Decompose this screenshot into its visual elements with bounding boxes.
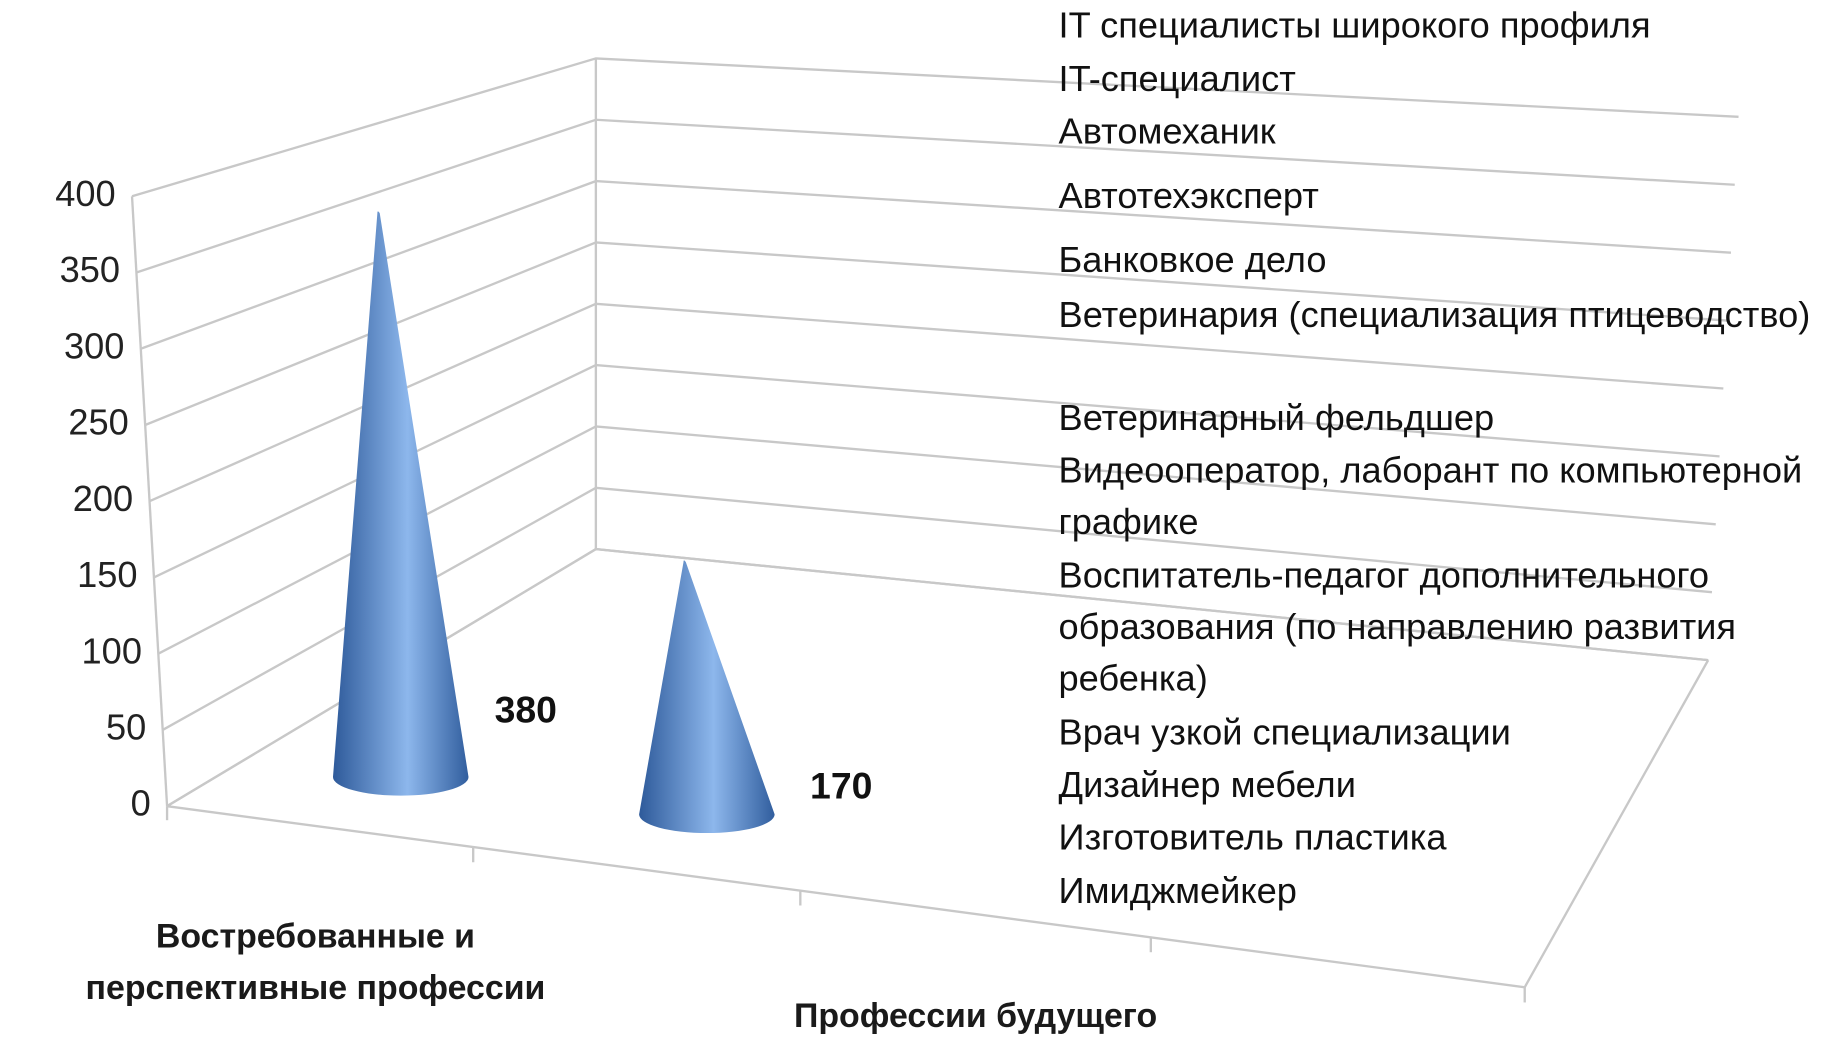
y-tick-label: 400 — [55, 173, 115, 214]
y-tick-label: 100 — [82, 630, 142, 671]
grid-line — [144, 241, 1728, 427]
legend-item: Изготовитель пластика — [1058, 816, 1447, 858]
data-label: 170 — [810, 765, 872, 807]
cone — [639, 560, 775, 834]
grid-line — [140, 179, 1732, 350]
grid-line — [157, 425, 1716, 655]
legend-item: Видеооператор, лаборант по компьютерной … — [1058, 449, 1803, 543]
y-tick-label: 250 — [68, 402, 128, 443]
y-tick-label: 0 — [131, 783, 151, 824]
y-tick-label: 200 — [73, 478, 133, 519]
data-label: 380 — [495, 689, 557, 731]
x-tick-label: Востребованные и перспективные профессии — [85, 918, 546, 1008]
grid-line — [153, 363, 1720, 579]
grid-line — [149, 302, 1724, 503]
legend-item: IT специалисты широкого профиля — [1058, 4, 1651, 46]
legend-item: Автотехэксперт — [1058, 175, 1319, 217]
y-tick-label: 150 — [77, 554, 137, 595]
legend-item: Врач узкой специализации — [1058, 711, 1511, 753]
grid-line — [162, 486, 1713, 731]
grid-line — [136, 118, 1735, 274]
legend-item: Автомеханик — [1058, 110, 1276, 152]
legend-item: Дизайнер мебели — [1058, 764, 1356, 806]
legend-item: Воспитатель-педагог дополнительного обра… — [1058, 554, 1737, 699]
legend-item: IT-специалист — [1058, 58, 1296, 100]
legend-item: Ветеринарный фельдшер — [1058, 397, 1495, 439]
legend-item: Банковкое дело — [1058, 239, 1327, 281]
x-tick-label: Профессии будущего — [793, 997, 1158, 1036]
cone — [332, 211, 469, 796]
grid-line — [131, 57, 1739, 198]
grid-line — [166, 547, 1709, 808]
y-tick-label: 300 — [64, 325, 124, 366]
legend-item: Имиджмейкер — [1058, 870, 1297, 912]
y-tick-label: 350 — [60, 249, 120, 290]
legend-item: Ветеринария (специализация птицеводство) — [1058, 294, 1811, 336]
y-tick-label: 50 — [106, 707, 146, 748]
